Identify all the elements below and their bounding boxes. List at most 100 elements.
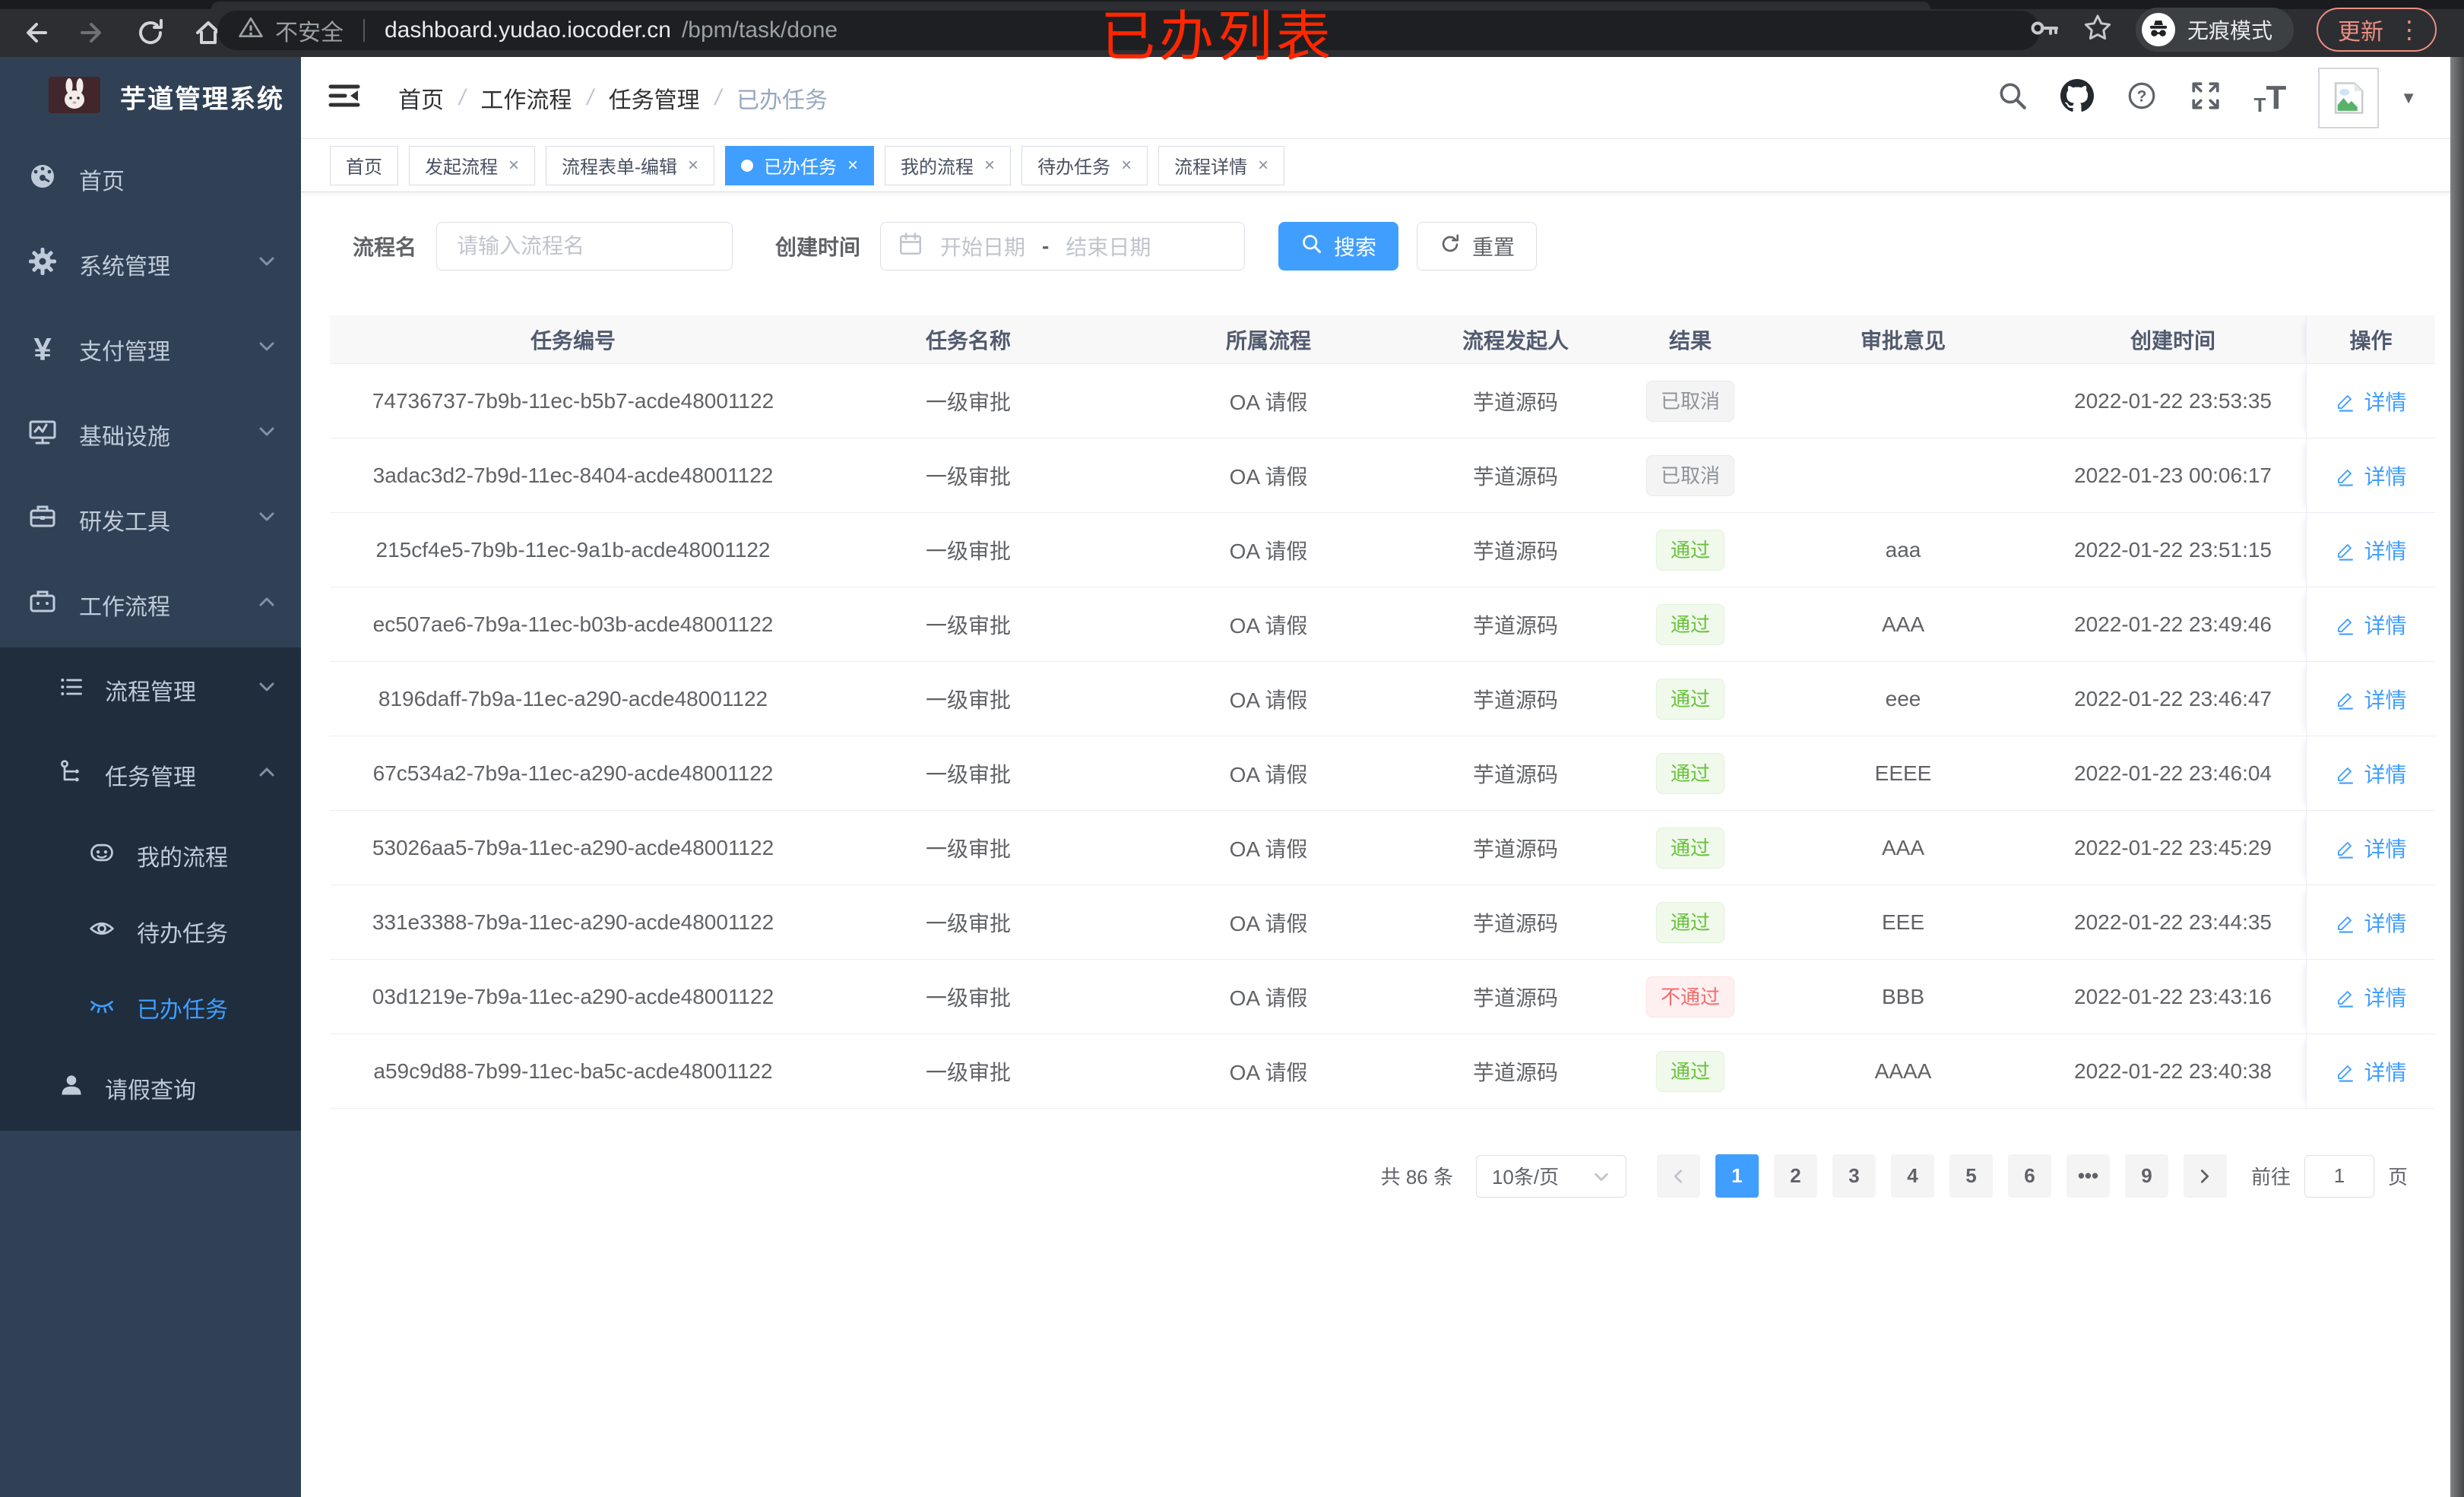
close-icon[interactable]: × bbox=[847, 154, 859, 176]
security-label[interactable]: 不安全 bbox=[275, 21, 344, 46]
task-name: 一级审批 bbox=[925, 688, 1011, 712]
forward-icon[interactable] bbox=[78, 17, 108, 48]
bookmark-star-icon[interactable] bbox=[2082, 13, 2113, 47]
help-icon[interactable]: ? bbox=[2126, 80, 2158, 116]
avatar[interactable] bbox=[2318, 67, 2380, 128]
breadcrumb-workflow[interactable]: 工作流程 bbox=[480, 87, 572, 113]
close-icon[interactable]: × bbox=[984, 154, 996, 176]
tab-done-tasks[interactable]: 已办任务 × bbox=[725, 145, 875, 185]
end-date-placeholder[interactable]: 结束日期 bbox=[1066, 236, 1151, 259]
reset-button[interactable]: 重置 bbox=[1417, 222, 1538, 271]
sidebar-collapse-icon[interactable] bbox=[327, 78, 362, 117]
avatar-caret-icon[interactable]: ▼ bbox=[2400, 87, 2417, 107]
page-button-5[interactable]: 5 bbox=[1949, 1154, 1993, 1198]
detail-link[interactable]: 详情 bbox=[2335, 684, 2407, 714]
close-icon[interactable]: × bbox=[1258, 154, 1269, 176]
tree-icon bbox=[58, 758, 85, 792]
date-range-picker[interactable]: 开始日期 - 结束日期 bbox=[880, 222, 1246, 271]
sidebar-item-label: 任务管理 bbox=[105, 765, 196, 790]
task-id: 74736737-7b9b-11ec-b5b7-acde48001122 bbox=[372, 388, 774, 413]
process-name-input[interactable] bbox=[436, 222, 733, 271]
sidebar-item-todo-tasks[interactable]: 待办任务 bbox=[0, 894, 301, 970]
sidebar-logo-row[interactable]: 芋道管理系统 bbox=[0, 57, 301, 137]
page-button-1[interactable]: 1 bbox=[1715, 1154, 1759, 1198]
next-page-button[interactable] bbox=[2183, 1154, 2227, 1198]
list-icon bbox=[58, 673, 85, 707]
url-bar[interactable]: 不安全 dashboard.yudao.iocoder.cn/bpm/task/… bbox=[217, 11, 2040, 50]
page-button-6[interactable]: 6 bbox=[2007, 1154, 2051, 1198]
sidebar-item-process-mgmt[interactable]: 流程管理 bbox=[0, 647, 301, 733]
sidebar-item-leave-query[interactable]: 请假查询 bbox=[0, 1046, 301, 1131]
browser-menu-icon[interactable]: ⋮ bbox=[2397, 16, 2421, 43]
task-id: 67c534a2-7b9a-11ec-a290-acde48001122 bbox=[372, 761, 774, 785]
pagination: 共 86 条 10条/页 1 2 3 4 5 6 ••• 9 前往 页 bbox=[301, 1154, 2408, 1198]
browser-update-button[interactable]: 更新 ⋮ bbox=[2317, 8, 2437, 52]
incognito-badge[interactable]: 无痕模式 bbox=[2135, 8, 2294, 52]
back-icon[interactable] bbox=[20, 17, 50, 48]
browser-active-tab[interactable] bbox=[211, 2, 1930, 9]
close-icon[interactable]: × bbox=[688, 154, 699, 176]
detail-link[interactable]: 详情 bbox=[2335, 758, 2407, 789]
status-badge: 通过 bbox=[1655, 603, 1724, 645]
sidebar-item-my-process[interactable]: 我的流程 bbox=[0, 818, 301, 894]
page-size-select[interactable]: 10条/页 bbox=[1475, 1154, 1626, 1198]
sidebar-item-payment[interactable]: ¥ 支付管理 bbox=[0, 307, 301, 392]
close-icon[interactable]: × bbox=[508, 154, 520, 176]
sidebar-item-system[interactable]: 系统管理 bbox=[0, 222, 301, 307]
sidebar-item-task-mgmt[interactable]: 任务管理 bbox=[0, 733, 301, 818]
tab-todo-tasks[interactable]: 待办任务 × bbox=[1021, 145, 1148, 185]
home-icon[interactable] bbox=[193, 17, 223, 48]
page-button-4[interactable]: 4 bbox=[1890, 1154, 1934, 1198]
detail-link[interactable]: 详情 bbox=[2335, 609, 2407, 640]
sidebar-item-workflow[interactable]: 工作流程 bbox=[0, 562, 301, 647]
close-icon[interactable]: × bbox=[1121, 154, 1132, 176]
task-name: 一级审批 bbox=[925, 1060, 1011, 1084]
sidebar-item-label: 研发工具 bbox=[79, 510, 170, 535]
start-date-placeholder[interactable]: 开始日期 bbox=[940, 236, 1026, 259]
process-name: OA 请假 bbox=[1229, 1060, 1308, 1084]
status-badge: 已取消 bbox=[1645, 454, 1734, 496]
table-row: 331e3388-7b9a-11ec-a290-acde48001122 一级审… bbox=[330, 885, 2435, 960]
col-header: 任务名称 bbox=[925, 328, 1011, 353]
table-row: 74736737-7b9b-11ec-b5b7-acde48001122 一级审… bbox=[330, 364, 2435, 438]
password-key-icon[interactable] bbox=[2029, 13, 2060, 47]
sidebar-item-home[interactable]: 首页 bbox=[0, 137, 301, 222]
reload-icon[interactable] bbox=[135, 17, 166, 48]
tab-form-edit[interactable]: 流程表单-编辑 × bbox=[546, 145, 715, 185]
github-icon[interactable] bbox=[2060, 79, 2095, 116]
table-row: a59c9d88-7b99-11ec-ba5c-acde48001122 一级审… bbox=[330, 1034, 2435, 1109]
create-time: 2022-01-23 00:06:17 bbox=[2074, 463, 2272, 487]
tab-start-process[interactable]: 发起流程 × bbox=[409, 145, 536, 185]
detail-link[interactable]: 详情 bbox=[2335, 907, 2407, 938]
detail-link[interactable]: 详情 bbox=[2335, 1056, 2407, 1087]
detail-link[interactable]: 详情 bbox=[2335, 535, 2407, 565]
tab-my-process[interactable]: 我的流程 × bbox=[885, 145, 1012, 185]
url-host: dashboard.yudao.iocoder.cn bbox=[385, 17, 671, 43]
goto-page-input[interactable] bbox=[2304, 1154, 2374, 1198]
search-button[interactable]: 搜索 bbox=[1278, 222, 1399, 271]
detail-link[interactable]: 详情 bbox=[2335, 982, 2407, 1012]
sidebar-item-devtools[interactable]: 研发工具 bbox=[0, 477, 301, 562]
breadcrumb-task-mgmt[interactable]: 任务管理 bbox=[608, 87, 700, 113]
search-icon[interactable] bbox=[1997, 80, 2029, 116]
detail-link[interactable]: 详情 bbox=[2335, 833, 2407, 863]
task-id: 03d1219e-7b9a-11ec-a290-acde48001122 bbox=[372, 984, 774, 1008]
fullscreen-icon[interactable] bbox=[2190, 80, 2222, 116]
page-button-9[interactable]: 9 bbox=[2124, 1154, 2168, 1198]
scrollbar[interactable] bbox=[2450, 57, 2464, 1497]
page-button-2[interactable]: 2 bbox=[1773, 1154, 1817, 1198]
page-button-3[interactable]: 3 bbox=[1832, 1154, 1876, 1198]
prev-page-button[interactable] bbox=[1656, 1154, 1700, 1198]
sidebar-item-done-tasks[interactable]: 已办任务 bbox=[0, 970, 301, 1046]
breadcrumb-home[interactable]: 首页 bbox=[398, 87, 444, 113]
sidebar-item-infra[interactable]: 基础设施 bbox=[0, 392, 301, 477]
detail-link[interactable]: 详情 bbox=[2335, 460, 2407, 491]
more-pages-button[interactable]: ••• bbox=[2066, 1154, 2110, 1198]
create-time: 2022-01-22 23:43:16 bbox=[2074, 984, 2272, 1008]
tab-home[interactable]: 首页 bbox=[330, 145, 398, 185]
tab-process-detail[interactable]: 流程详情 × bbox=[1158, 145, 1285, 185]
status-badge: 通过 bbox=[1655, 827, 1724, 869]
detail-link[interactable]: 详情 bbox=[2335, 386, 2407, 416]
col-header: 审批意见 bbox=[1860, 328, 1946, 353]
